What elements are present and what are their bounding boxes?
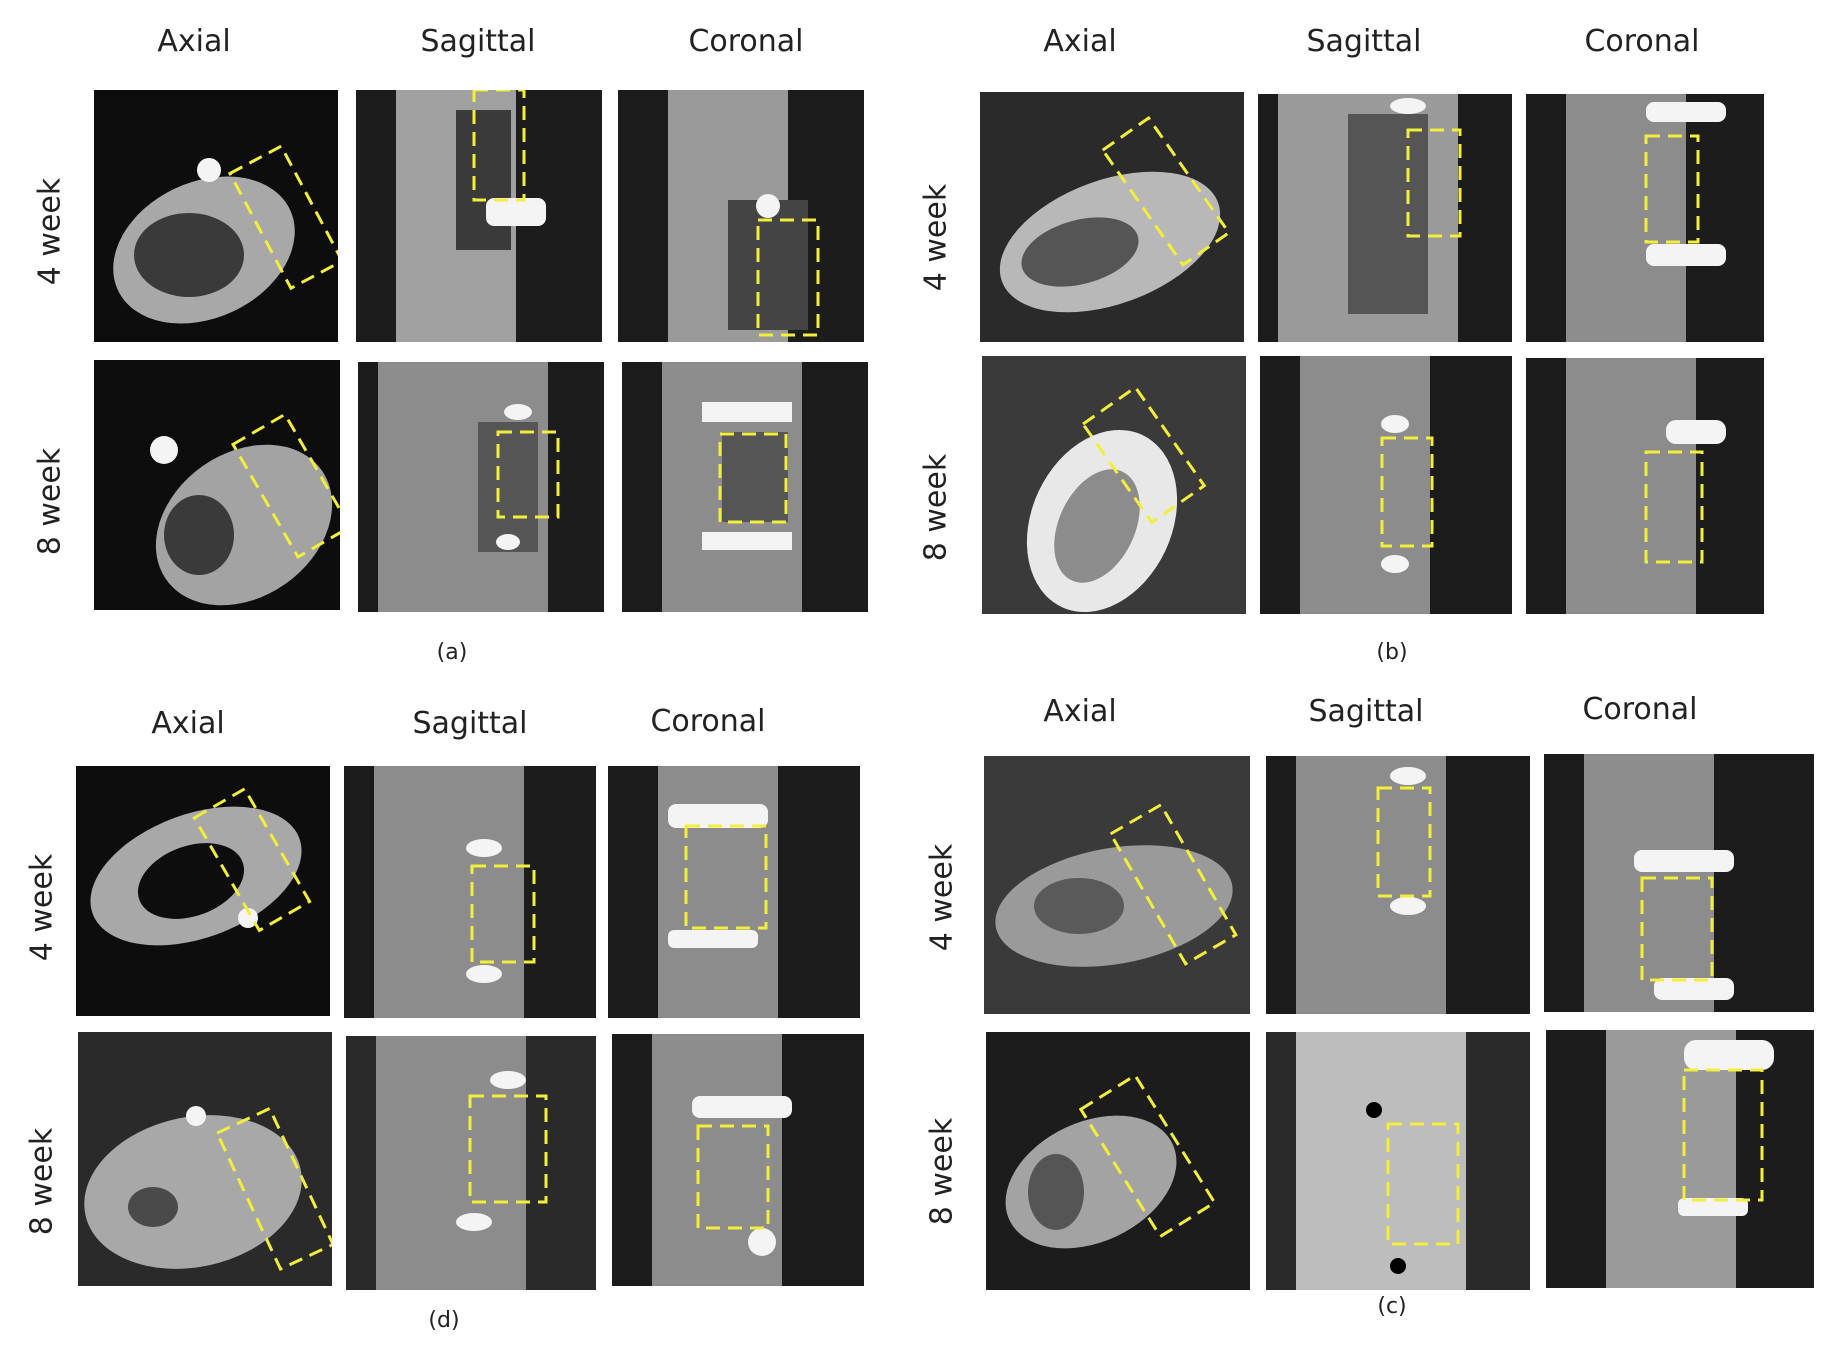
column-label-sagittal: Sagittal	[1306, 24, 1422, 59]
row-label-4-week: 4 week	[24, 853, 60, 962]
ct-image-axial-4-week	[980, 92, 1244, 342]
column-label-coronal: Coronal	[688, 24, 804, 59]
panel-caption-b: (b)	[1376, 640, 1408, 665]
ct-image-sagittal-8-week	[1260, 356, 1512, 614]
panel-caption-c: (c)	[1377, 1294, 1407, 1319]
column-label-coronal: Coronal	[1584, 24, 1700, 59]
ct-image-axial-4-week	[94, 90, 338, 342]
ct-image-coronal-4-week	[608, 766, 860, 1018]
column-label-sagittal: Sagittal	[1308, 694, 1424, 729]
ct-image-sagittal-8-week	[346, 1036, 596, 1290]
column-label-coronal: Coronal	[1582, 692, 1698, 727]
column-label-axial: Axial	[1043, 24, 1117, 59]
column-label-axial: Axial	[157, 24, 231, 59]
column-label-axial: Axial	[1043, 694, 1117, 729]
row-label-4-week: 4 week	[924, 843, 960, 952]
column-label-sagittal: Sagittal	[420, 24, 536, 59]
row-label-4-week: 4 week	[918, 183, 954, 292]
ct-image-axial-8-week	[986, 1032, 1250, 1290]
panel-caption-d: (d)	[428, 1308, 460, 1333]
panel-caption-a: (a)	[436, 640, 468, 665]
ct-image-sagittal-4-week	[344, 766, 596, 1018]
ct-image-sagittal-8-week	[358, 362, 604, 612]
ct-image-coronal-8-week	[622, 362, 868, 612]
ct-image-coronal-4-week	[618, 90, 864, 342]
ct-image-axial-8-week	[94, 360, 340, 610]
column-label-axial: Axial	[151, 706, 225, 741]
ct-image-axial-8-week	[982, 356, 1246, 614]
ct-image-axial-4-week	[76, 766, 330, 1016]
ct-image-coronal-8-week	[612, 1034, 864, 1286]
ct-image-coronal-4-week	[1526, 94, 1764, 342]
row-label-8-week: 8 week	[924, 1117, 960, 1226]
row-label-8-week: 8 week	[24, 1127, 60, 1236]
ct-image-sagittal-4-week	[1258, 94, 1512, 342]
row-label-4-week: 4 week	[32, 177, 68, 286]
ct-image-coronal-8-week	[1526, 358, 1764, 614]
ct-image-coronal-4-week	[1544, 754, 1814, 1012]
column-label-coronal: Coronal	[650, 704, 766, 739]
ct-image-axial-4-week	[984, 756, 1250, 1014]
ct-image-sagittal-8-week	[1266, 1032, 1530, 1290]
column-label-sagittal: Sagittal	[412, 706, 528, 741]
row-label-8-week: 8 week	[918, 453, 954, 562]
ct-image-coronal-8-week	[1546, 1030, 1814, 1288]
ct-image-axial-8-week	[78, 1032, 332, 1286]
ct-image-sagittal-4-week	[1266, 756, 1530, 1014]
row-label-8-week: 8 week	[32, 447, 68, 556]
ct-image-sagittal-4-week	[356, 90, 602, 342]
